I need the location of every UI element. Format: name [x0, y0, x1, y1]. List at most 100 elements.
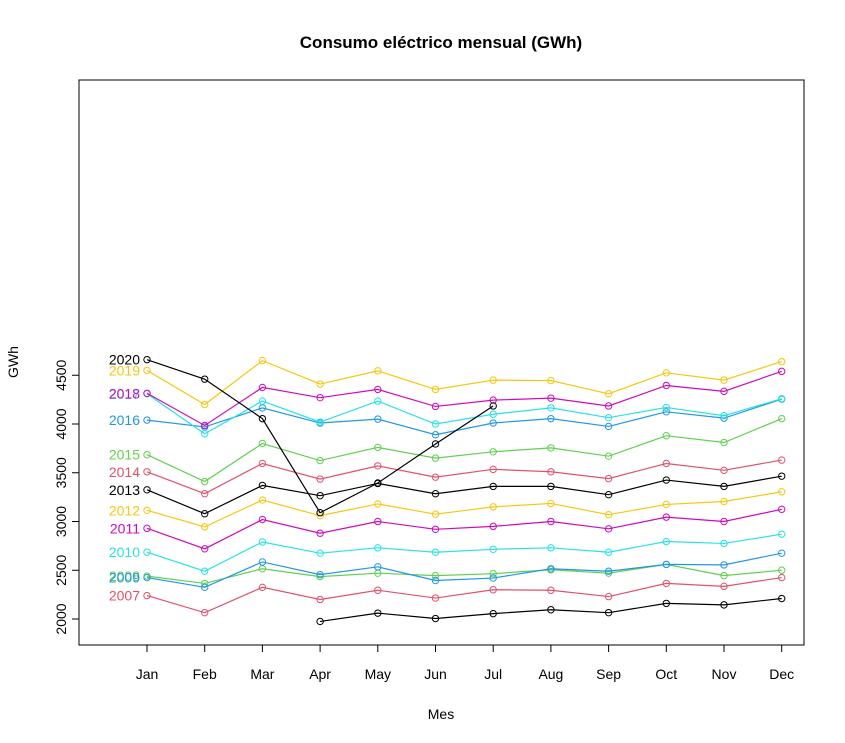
data-point	[258, 459, 267, 468]
series-2010	[143, 530, 786, 575]
series-2017	[143, 390, 786, 438]
data-point	[547, 376, 555, 385]
data-point	[720, 601, 728, 609]
data-point	[720, 482, 728, 491]
series-line-2009	[146, 552, 782, 588]
data-point	[604, 452, 613, 460]
data-point	[662, 381, 670, 390]
series-2020	[143, 355, 497, 517]
data-point	[720, 497, 728, 506]
data-point	[604, 510, 613, 519]
series-line-2017	[146, 393, 782, 435]
year-label-2007: 2007	[109, 588, 140, 604]
data-point	[662, 476, 670, 484]
series-2018	[143, 367, 786, 430]
x-tick-label: Feb	[193, 666, 217, 682]
x-tick-label: Apr	[309, 666, 331, 682]
series-2009	[143, 549, 786, 592]
y-tick-label: 2500	[53, 554, 69, 585]
data-point	[143, 524, 151, 533]
data-point	[258, 515, 267, 524]
data-point	[547, 606, 555, 614]
data-point	[604, 422, 613, 431]
series-line-2010	[146, 533, 782, 572]
x-axis-label: Mes	[428, 706, 454, 722]
data-point	[489, 545, 497, 553]
x-tick-label: Oct	[655, 666, 677, 682]
series-2012	[143, 488, 786, 531]
data-point	[258, 496, 267, 504]
data-point	[720, 571, 728, 580]
year-label-2016: 2016	[109, 412, 140, 428]
data-point	[316, 475, 324, 483]
data-point	[604, 567, 613, 575]
data-point	[778, 549, 786, 557]
data-point	[374, 586, 382, 594]
series-line-2020	[146, 359, 494, 514]
data-point	[604, 608, 613, 617]
year-label-2012: 2012	[109, 502, 140, 518]
data-point	[489, 574, 497, 582]
series-line-2018	[146, 370, 782, 427]
data-point	[547, 544, 555, 552]
data-point	[778, 488, 786, 496]
series-line-2007	[146, 576, 782, 614]
data-point	[662, 408, 670, 416]
data-point	[662, 579, 670, 588]
data-point	[604, 592, 613, 601]
data-point	[662, 599, 670, 608]
data-point	[547, 404, 555, 412]
data-point	[547, 565, 555, 573]
data-point	[778, 573, 786, 582]
data-point	[374, 443, 382, 452]
x-axis: Jan Feb Mar Apr May Jun Jul Aug Sep Oct Nov Dec	[136, 644, 794, 682]
data-point	[662, 432, 670, 440]
series-line-2011	[146, 508, 782, 550]
y-tick-label: 2000	[53, 603, 69, 634]
data-point	[720, 517, 728, 526]
data-point	[720, 414, 728, 422]
data-point	[201, 400, 209, 409]
data-point	[547, 517, 555, 526]
year-label-2011: 2011	[110, 520, 140, 536]
data-point	[431, 473, 440, 481]
year-label-2015: 2015	[109, 447, 140, 463]
data-point	[431, 431, 440, 439]
data-point	[374, 367, 382, 375]
data-point	[604, 402, 613, 410]
data-point	[662, 560, 670, 569]
data-point	[316, 491, 324, 500]
data-point	[489, 586, 497, 594]
x-tick-label: Jul	[484, 666, 502, 682]
data-point	[604, 569, 613, 577]
data-point	[431, 420, 440, 428]
data-point	[201, 510, 209, 518]
data-point	[431, 402, 440, 411]
data-point	[547, 499, 555, 508]
year-label-2020: 2020	[109, 352, 140, 368]
data-point	[778, 505, 786, 514]
chart-title: Consumo eléctrico mensual (GWh)	[300, 33, 582, 52]
year-label-2019: 2019	[109, 362, 140, 378]
series-line-2008	[146, 563, 782, 585]
data-point	[201, 583, 209, 592]
x-tick-label: Jan	[136, 666, 159, 682]
data-point	[604, 474, 613, 483]
data-point	[143, 389, 151, 397]
data-point	[374, 517, 382, 526]
data-point	[374, 609, 382, 617]
data-point	[431, 576, 440, 585]
series-2014	[143, 456, 786, 498]
y-axis: 2000 2500 3000 3500 4000 4500	[53, 359, 80, 635]
x-tick-label: Nov	[712, 666, 737, 682]
data-point	[489, 448, 497, 456]
y-tick-label: 4000	[53, 408, 69, 439]
data-point	[201, 579, 209, 588]
data-point	[662, 459, 670, 468]
data-point	[604, 548, 613, 556]
data-point	[374, 397, 382, 405]
data-point	[258, 558, 267, 566]
data-point	[374, 415, 382, 423]
year-label-2010: 2010	[109, 544, 140, 560]
data-point	[431, 594, 440, 602]
